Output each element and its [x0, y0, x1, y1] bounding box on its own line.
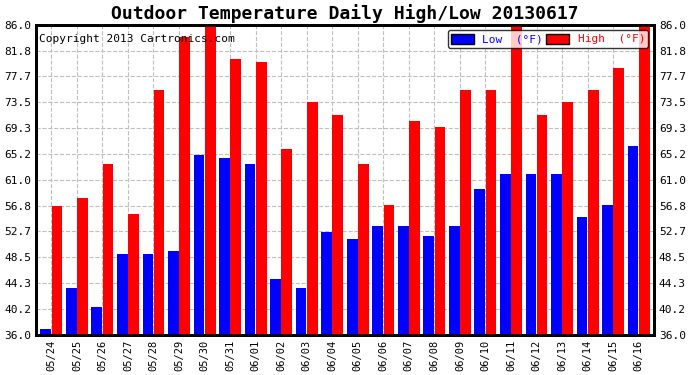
Bar — [333, 115, 343, 335]
Bar — [409, 121, 420, 335]
Bar — [296, 288, 306, 335]
Bar — [154, 90, 164, 335]
Bar — [537, 115, 547, 335]
Bar — [639, 25, 649, 335]
Bar — [562, 102, 573, 335]
Bar — [143, 254, 153, 335]
Bar — [486, 90, 496, 335]
Bar — [194, 155, 204, 335]
Bar — [179, 37, 190, 335]
Bar — [103, 164, 113, 335]
Bar — [526, 174, 536, 335]
Bar — [460, 90, 471, 335]
Bar — [347, 238, 357, 335]
Bar — [551, 174, 562, 335]
Bar — [613, 68, 624, 335]
Bar — [92, 307, 102, 335]
Bar — [449, 226, 460, 335]
Bar — [307, 102, 317, 335]
Bar — [373, 226, 383, 335]
Title: Outdoor Temperature Daily High/Low 20130617: Outdoor Temperature Daily High/Low 20130… — [111, 4, 579, 23]
Bar — [128, 214, 139, 335]
Bar — [435, 127, 445, 335]
Bar — [282, 149, 292, 335]
Bar — [117, 254, 128, 335]
Bar — [66, 288, 77, 335]
Bar — [602, 204, 613, 335]
Bar — [475, 189, 485, 335]
Bar — [500, 174, 511, 335]
Bar — [424, 236, 434, 335]
Bar — [230, 59, 241, 335]
Bar — [398, 226, 408, 335]
Bar — [219, 158, 230, 335]
Legend: Low  (°F), High  (°F): Low (°F), High (°F) — [448, 30, 649, 48]
Bar — [588, 90, 598, 335]
Text: Copyright 2013 Cartronics.com: Copyright 2013 Cartronics.com — [39, 34, 235, 44]
Bar — [511, 25, 522, 335]
Bar — [77, 198, 88, 335]
Bar — [358, 164, 368, 335]
Bar — [270, 279, 281, 335]
Bar — [52, 206, 62, 335]
Bar — [577, 217, 587, 335]
Bar — [628, 146, 638, 335]
Bar — [322, 232, 332, 335]
Bar — [256, 62, 266, 335]
Bar — [384, 204, 394, 335]
Bar — [245, 164, 255, 335]
Bar — [41, 328, 51, 335]
Bar — [205, 25, 215, 335]
Bar — [168, 251, 179, 335]
